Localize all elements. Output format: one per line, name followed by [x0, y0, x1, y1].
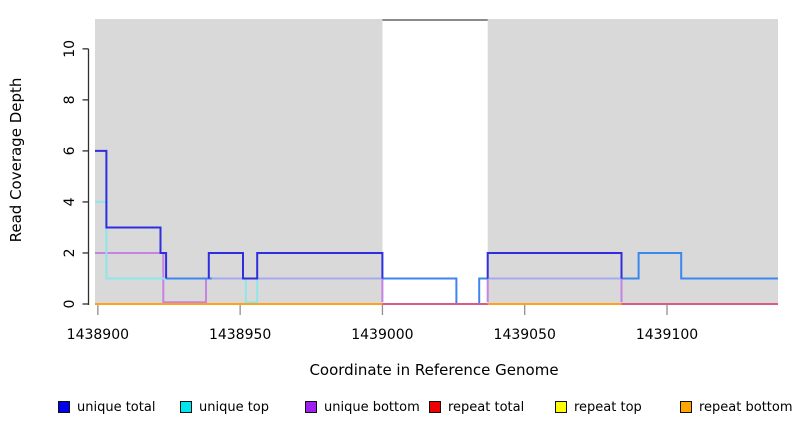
repeat-bottom-swatch-icon: [680, 401, 692, 413]
legend-item-repeat-bottom: repeat bottom: [680, 399, 792, 415]
y-tick-label: 8: [62, 95, 78, 104]
y-tick-label: 0: [62, 300, 78, 309]
x-tick-label: 1439100: [636, 327, 698, 343]
y-tick-label: 2: [62, 249, 78, 258]
unique-total-swatch-icon: [58, 401, 70, 413]
legend-label: repeat top: [574, 399, 642, 415]
y-axis-title: Read Coverage Depth: [7, 77, 25, 243]
x-axis-title: Coordinate in Reference Genome: [309, 361, 559, 379]
y-tick-label: 4: [62, 197, 78, 206]
x-tick-label: 1438950: [209, 327, 271, 343]
unique-bottom-swatch-icon: [305, 401, 317, 413]
x-tick-label: 1439050: [494, 327, 556, 343]
coverage-line-segment: [95, 200, 167, 280]
coverage-line-segment: [244, 278, 259, 304]
coverage-line-segment: [95, 252, 207, 304]
y-tick-label: 6: [62, 146, 78, 155]
shaded-region: [487, 19, 778, 305]
legend: unique total unique top unique bottom repea…: [0, 399, 792, 417]
legend-label: unique top: [199, 399, 270, 415]
legend-item-repeat-total: repeat total: [429, 399, 524, 415]
coverage-line-segment: [207, 252, 384, 280]
legend-label: repeat total: [448, 399, 525, 415]
legend-label: unique bottom: [324, 399, 420, 415]
coverage-line-segment: [621, 252, 778, 280]
legend-label: repeat bottom: [699, 399, 792, 415]
legend-item-unique-total: unique total: [58, 399, 155, 415]
legend-item-unique-top: unique top: [180, 399, 269, 415]
x-tick-label: 1439000: [351, 327, 413, 343]
legend-label: unique total: [77, 399, 156, 415]
repeat-top-swatch-icon: [555, 401, 567, 413]
coverage-line-segment: [95, 149, 168, 279]
coverage-line-segment: [486, 252, 623, 279]
coverage-line-segment: [382, 277, 488, 305]
shaded-region: [95, 19, 383, 305]
y-tick-label: 10: [62, 40, 78, 58]
unique-top-swatch-icon: [180, 401, 192, 413]
legend-item-unique-bottom: unique bottom: [305, 399, 420, 415]
legend-item-repeat-top: repeat top: [555, 399, 642, 415]
repeat-total-swatch-icon: [429, 401, 441, 413]
x-tick-label: 1438900: [67, 327, 129, 343]
